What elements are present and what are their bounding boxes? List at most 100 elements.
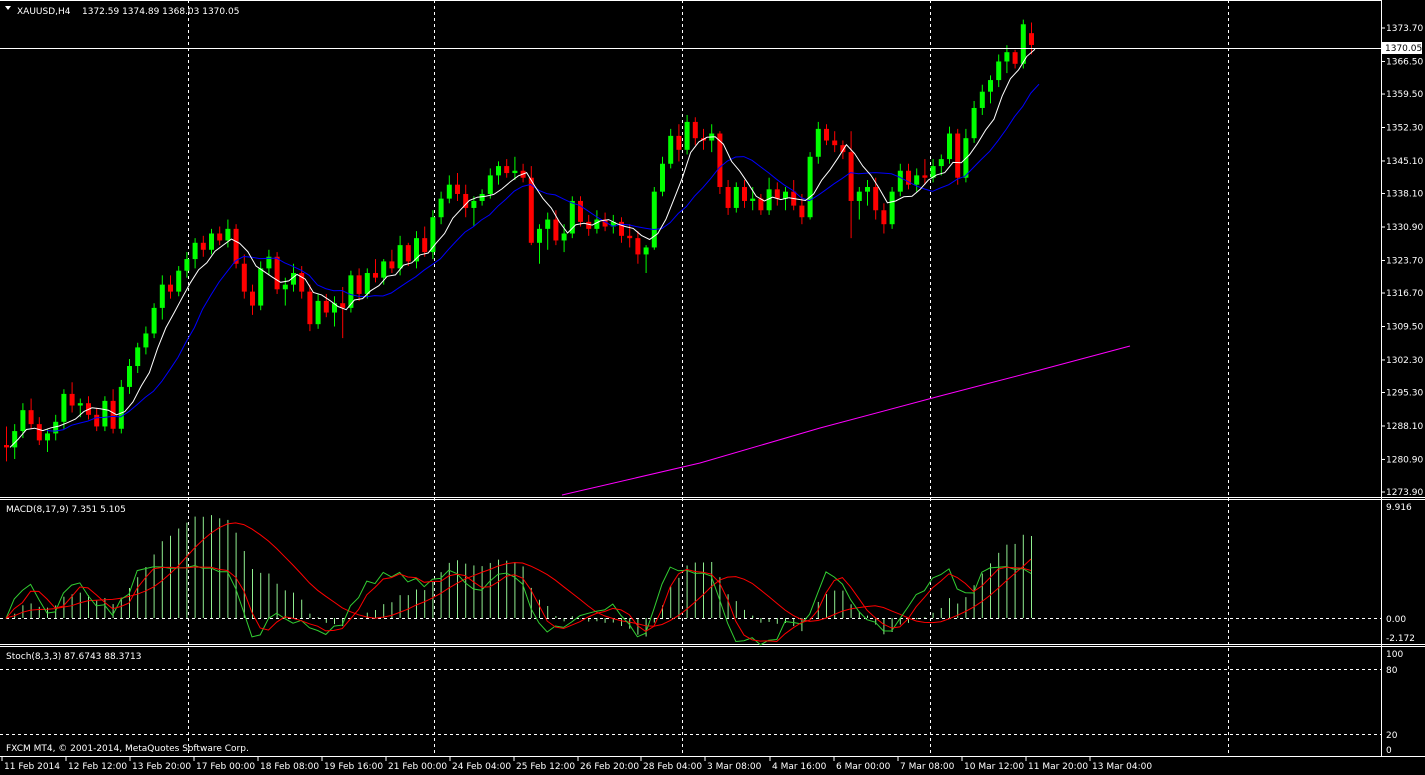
candle <box>545 212 551 250</box>
candle <box>1029 22 1034 55</box>
candle <box>69 382 75 413</box>
price-axis-label: 1359.50 <box>1386 90 1423 100</box>
candle <box>955 128 961 185</box>
candle <box>1004 45 1010 74</box>
candle <box>930 159 936 183</box>
ma-mid-line <box>46 83 1040 432</box>
candle <box>865 180 870 206</box>
price-axis-label: 1280.90 <box>1386 455 1423 465</box>
candle <box>651 187 657 250</box>
candle <box>979 84 985 115</box>
candle <box>348 270 354 313</box>
candle <box>807 152 813 220</box>
candle <box>61 389 67 429</box>
price-axis-label: 1309.50 <box>1386 322 1423 332</box>
candle <box>159 275 165 320</box>
candle <box>299 266 305 299</box>
candle <box>504 159 510 178</box>
candle <box>36 417 42 446</box>
price-axis-label: 1273.90 <box>1386 488 1423 498</box>
stoch-axis-20: 20 <box>1386 731 1398 741</box>
stochastic-pane[interactable]: Stoch(8,3,3) 87.6743 88.3713 100 80 20 0… <box>0 564 1403 757</box>
candle <box>496 161 501 185</box>
time-axis-label: 25 Feb 12:00 <box>516 762 575 772</box>
candle <box>774 182 780 206</box>
candle <box>725 180 731 215</box>
stoch-axis-0: 0 <box>1386 746 1392 756</box>
candle <box>422 226 428 257</box>
candle <box>479 189 485 206</box>
candle <box>758 193 764 215</box>
candle <box>643 245 649 274</box>
candle <box>471 196 477 227</box>
pane-frames <box>0 0 1425 757</box>
candle <box>889 187 895 229</box>
ma-fast-line <box>9 48 1036 448</box>
candle <box>906 163 911 190</box>
candle <box>684 114 690 155</box>
candle <box>315 293 321 329</box>
candle <box>20 403 26 439</box>
macd-label: MACD(8,17,9) 7.351 5.105 <box>6 505 126 515</box>
candle <box>176 266 182 297</box>
price-chart[interactable] <box>4 19 1131 496</box>
candle <box>373 259 378 283</box>
time-axis-label: 12 Feb 12:00 <box>68 762 127 772</box>
time-axis-label: 11 Mar 20:00 <box>1028 762 1088 772</box>
candle <box>94 407 100 432</box>
time-axis: 11 Feb 2014 12 Feb 12:00 13 Feb 20:00 17 Fe… <box>1 757 1152 772</box>
stoch-axis-80: 80 <box>1386 666 1398 676</box>
price-axis-label: 1373.70 <box>1386 24 1423 34</box>
price-axis-label: 1288.10 <box>1386 422 1423 432</box>
candle <box>151 303 157 339</box>
current-price-tag: 1370.05 <box>1382 42 1422 54</box>
candle <box>217 226 223 246</box>
candle <box>192 238 198 269</box>
stoch-label: Stoch(8,3,3) 87.6743 88.3713 <box>6 652 141 662</box>
price-axis-label: 1302.30 <box>1386 356 1423 366</box>
ohlc-values: 1372.59 1374.89 1368.03 1370.05 <box>82 7 239 17</box>
candle <box>528 166 534 246</box>
price-axis-label: 1316.70 <box>1386 289 1423 299</box>
chart-menu-arrow-icon[interactable] <box>5 6 11 10</box>
candle <box>250 284 255 315</box>
stoch-signal-line <box>5 566 1032 643</box>
candle <box>1012 49 1018 69</box>
time-axis-label: 17 Feb 00:00 <box>196 762 255 772</box>
time-axis-label: 19 Feb 16:00 <box>324 762 383 772</box>
candle <box>619 217 624 243</box>
price-axis-label: 1366.50 <box>1386 57 1423 67</box>
candle <box>897 163 903 197</box>
candle <box>856 187 862 220</box>
time-axis-label: 21 Feb 00:00 <box>388 762 447 772</box>
price-axis-label: 1295.30 <box>1386 389 1423 399</box>
candle <box>455 173 460 201</box>
candle <box>676 124 682 162</box>
candle <box>414 231 419 269</box>
candle <box>200 235 206 257</box>
vertical-grid-lines <box>188 0 1229 757</box>
candle <box>127 359 132 394</box>
candle <box>241 254 247 299</box>
candle <box>996 54 1002 88</box>
time-axis-label: 24 Feb 04:00 <box>452 762 511 772</box>
price-axis-label: 1330.90 <box>1386 223 1423 233</box>
macd-pane[interactable]: MACD(8,17,9) 7.351 5.105 9.916 0.00 -2.1… <box>0 503 1415 644</box>
candle <box>578 196 583 227</box>
moving-average-mid <box>46 83 1040 432</box>
candle <box>307 284 313 332</box>
moving-average-slow <box>561 345 1131 496</box>
candle <box>438 191 444 225</box>
candle <box>938 154 944 176</box>
candle <box>873 177 879 220</box>
candle <box>463 184 469 218</box>
time-axis-label: 10 Mar 12:00 <box>964 762 1024 772</box>
price-axis-label: 1345.10 <box>1386 157 1423 167</box>
candle <box>815 121 821 164</box>
macd-axis-top: 9.916 <box>1386 503 1412 513</box>
candle <box>266 249 272 276</box>
candle <box>742 180 747 208</box>
time-axis-label: 18 Feb 08:00 <box>260 762 319 772</box>
macd-axis-bottom: -2.172 <box>1386 634 1415 644</box>
